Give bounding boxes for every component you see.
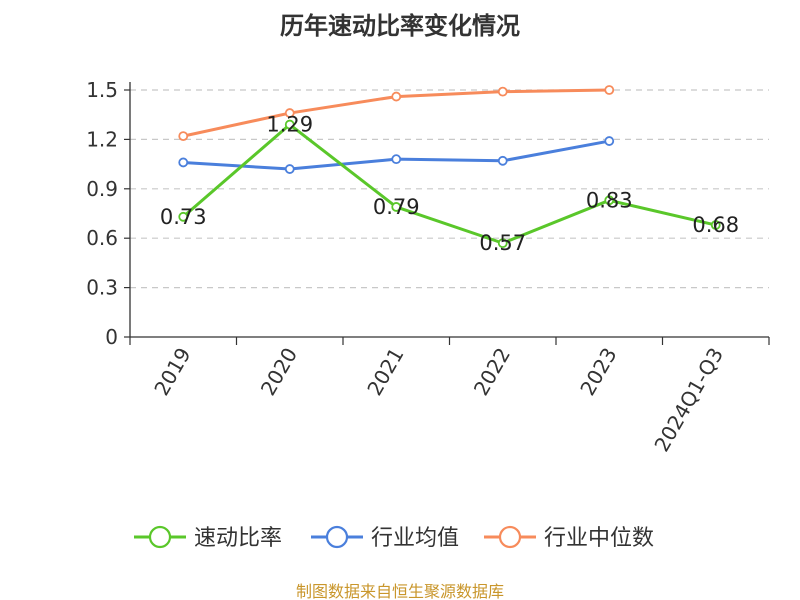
data-point — [178, 131, 189, 142]
y-tick-label: 0.3 — [86, 276, 118, 300]
data-label: 0.83 — [586, 188, 633, 212]
y-tick-label: 0.9 — [86, 177, 118, 201]
data-point — [178, 211, 189, 222]
data-point — [604, 195, 615, 206]
data-label: 0.73 — [160, 205, 207, 229]
data-point — [178, 157, 189, 168]
data-label: 0.79 — [373, 195, 420, 219]
data-point — [391, 202, 402, 212]
data-point — [497, 155, 508, 166]
data-point — [710, 220, 721, 230]
data-point — [284, 164, 295, 174]
x-tick-label: 2020 — [256, 344, 302, 400]
gridlines — [130, 89, 769, 289]
data-point — [604, 85, 615, 95]
data-point — [497, 238, 508, 249]
legend-label: 行业中位数 — [544, 526, 654, 551]
y-tick-label: 1.2 — [86, 127, 118, 151]
legend-swatch-marker — [498, 525, 522, 549]
series-line — [182, 123, 717, 245]
data-label: 1.29 — [266, 113, 313, 137]
x-tick-label: 2023 — [575, 344, 621, 400]
chart-title: 历年速动比率变化情况 — [280, 12, 520, 40]
data-point — [391, 154, 402, 165]
series-lines — [178, 85, 721, 249]
legend-label: 行业均值 — [371, 526, 459, 551]
legend-label: 速动比率 — [194, 526, 282, 551]
x-tick-label: 2022 — [469, 344, 515, 400]
source-note: 制图数据来自恒生聚源数据库 — [296, 582, 504, 600]
legend-swatch-marker — [325, 525, 349, 549]
data-point — [391, 91, 402, 102]
legend: 速动比率 行业均值 行业中位数 — [134, 525, 654, 551]
x-tick-label: 2024Q1-Q3 — [649, 344, 728, 456]
data-point — [604, 136, 615, 146]
data-labels: 0.73 1.29 0.79 0.57 0.83 0.68 — [160, 113, 739, 256]
y-tick-label: 1.5 — [86, 78, 118, 102]
data-label: 0.57 — [479, 231, 526, 255]
legend-swatch-marker — [148, 525, 172, 549]
x-tick-label: 2021 — [362, 344, 408, 400]
data-point — [497, 86, 508, 97]
data-label: 0.68 — [692, 213, 739, 237]
y-tick-label: 0 — [105, 325, 118, 349]
y-tick-label: 0.6 — [86, 226, 118, 250]
data-point — [284, 119, 295, 130]
x-tick-label: 2019 — [149, 344, 195, 400]
data-point — [284, 108, 295, 118]
